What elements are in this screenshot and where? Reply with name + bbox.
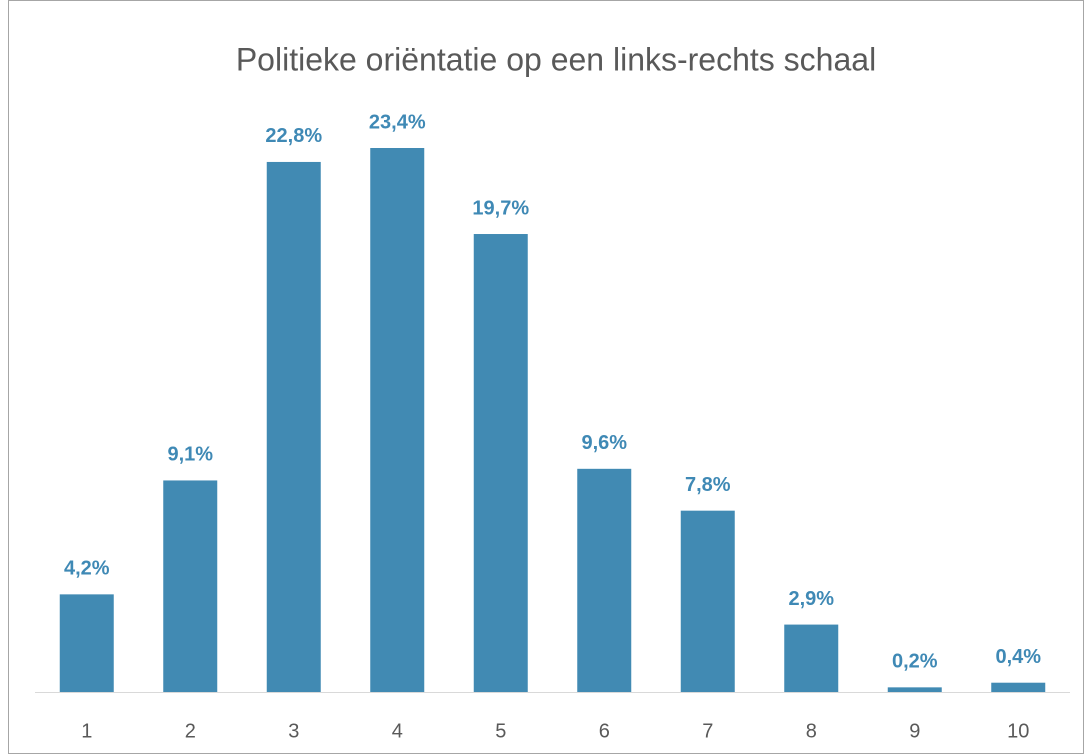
bar (370, 148, 425, 692)
value-label: 0,2% (892, 651, 938, 673)
x-tick-label: 6 (599, 720, 610, 742)
value-label: 23,4% (369, 111, 426, 133)
value-label: 0,4% (995, 646, 1041, 668)
x-tick-label: 9 (909, 720, 920, 742)
bar (163, 480, 218, 692)
bar (680, 510, 735, 692)
x-tick-label: 3 (288, 720, 299, 742)
value-label: 7,8% (685, 474, 731, 496)
x-tick-label: 8 (806, 720, 817, 742)
x-tick-label: 7 (702, 720, 713, 742)
value-label: 19,7% (472, 197, 529, 219)
value-label: 4,2% (64, 558, 110, 580)
x-tick-label: 10 (1007, 720, 1029, 742)
bar (887, 687, 942, 692)
bar (784, 624, 839, 692)
x-tick-label: 4 (392, 720, 403, 742)
bar (59, 594, 114, 692)
value-label: 22,8% (265, 125, 322, 147)
bar (266, 161, 321, 692)
x-tick-label: 1 (81, 720, 92, 742)
x-tick-label: 5 (495, 720, 506, 742)
value-label: 9,1% (167, 444, 213, 466)
value-label: 2,9% (788, 588, 834, 610)
bar (577, 468, 632, 692)
bar (991, 682, 1046, 692)
chart-title: Politieke oriëntatie op een links-rechts… (236, 41, 876, 77)
x-tick-label: 2 (185, 720, 196, 742)
bar (473, 234, 528, 692)
value-label: 9,6% (581, 432, 627, 454)
